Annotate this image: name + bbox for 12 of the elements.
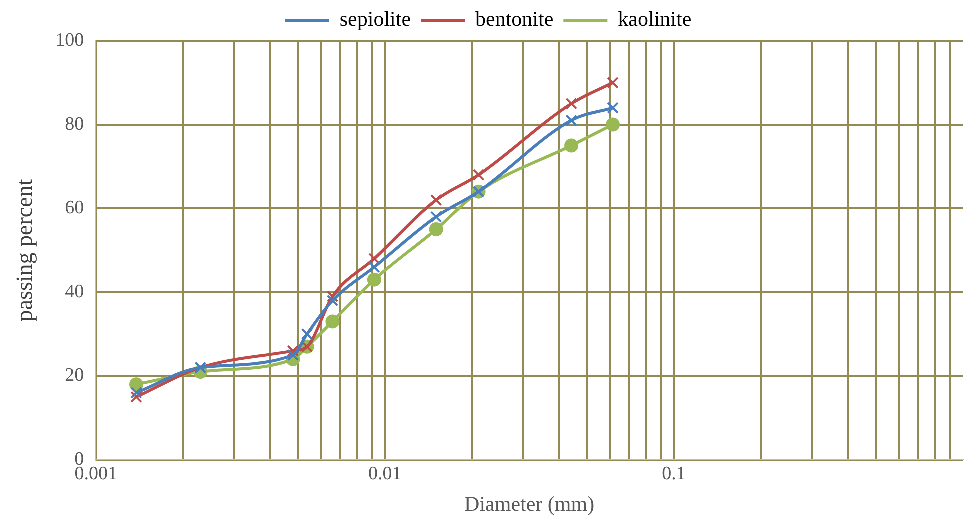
legend-label: sepiolite xyxy=(340,7,412,32)
y-tick-label: 60 xyxy=(65,198,84,219)
x-tick-label: 0.01 xyxy=(368,463,402,484)
x-axis-title: Diameter (mm) xyxy=(464,492,595,516)
y-tick-label: 80 xyxy=(65,114,84,135)
x-tick-label: 0.1 xyxy=(662,463,686,484)
legend-label: kaolinite xyxy=(618,7,692,32)
y-tick-label: 100 xyxy=(56,30,84,51)
legend-label: bentonite xyxy=(476,7,554,32)
y-tick-label: 20 xyxy=(65,365,84,386)
y-tick-label: 40 xyxy=(65,281,84,302)
y-axis-title: passing percent xyxy=(12,178,37,322)
